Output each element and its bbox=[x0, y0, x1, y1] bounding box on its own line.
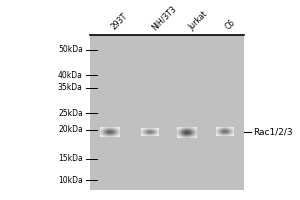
Text: 50kDa: 50kDa bbox=[58, 45, 83, 54]
Text: 35kDa: 35kDa bbox=[58, 83, 83, 92]
Bar bbox=[90, 35, 244, 190]
Text: 293T: 293T bbox=[110, 12, 130, 32]
Text: 10kDa: 10kDa bbox=[58, 176, 83, 185]
Text: 25kDa: 25kDa bbox=[58, 109, 83, 118]
Text: Jurkat: Jurkat bbox=[187, 9, 209, 32]
Text: 20kDa: 20kDa bbox=[58, 125, 83, 134]
Text: NIH/3T3: NIH/3T3 bbox=[150, 4, 178, 32]
Text: Rac1/2/3: Rac1/2/3 bbox=[253, 128, 292, 137]
Text: C6: C6 bbox=[224, 18, 238, 32]
Text: 40kDa: 40kDa bbox=[58, 71, 83, 80]
Text: 15kDa: 15kDa bbox=[58, 154, 83, 163]
